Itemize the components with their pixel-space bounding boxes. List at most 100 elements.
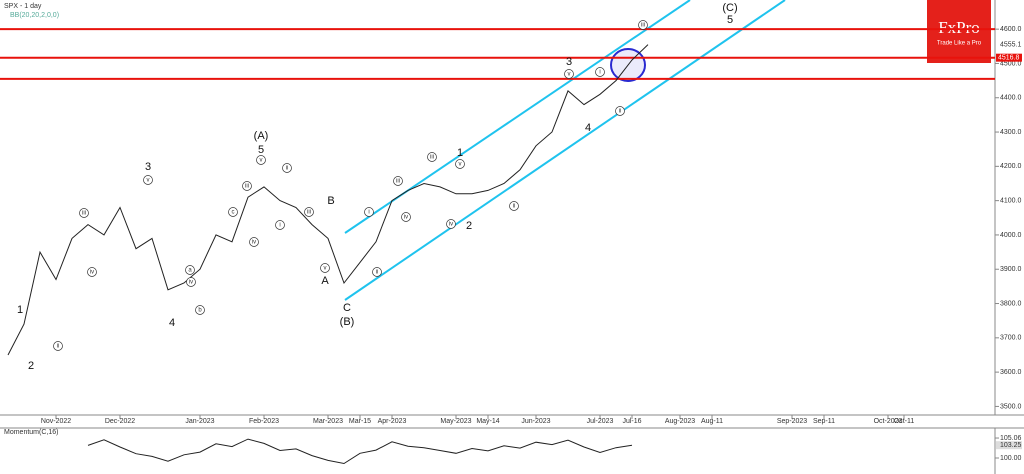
- wave-label: v: [459, 162, 462, 168]
- wave-circle: [79, 208, 89, 218]
- wave-circle: [320, 263, 330, 273]
- wave-label: 2: [28, 360, 34, 372]
- x-tick-label: Sep-11: [813, 418, 835, 425]
- y-tick-label: 3900.0: [1000, 266, 1022, 273]
- wave-label: iv: [404, 215, 408, 221]
- y-tick-label: 4400.0: [1000, 95, 1022, 102]
- y-tick-label: 4500.0: [1000, 60, 1022, 67]
- wave-label: i: [279, 223, 280, 229]
- price-line: [7, 44, 649, 356]
- wave-label: 1: [457, 147, 463, 159]
- x-tick-label: Sep-2023: [777, 418, 807, 425]
- wave-circle: [615, 106, 625, 116]
- y-tick-label: 4000.0: [1000, 232, 1022, 239]
- last-value-box: [996, 441, 1022, 450]
- wave-label: 1: [17, 304, 23, 316]
- wave-circle: [87, 267, 97, 277]
- wave-label: 2: [466, 220, 472, 232]
- wave-label: v: [324, 266, 327, 272]
- y-tick-label: 4100.0: [1000, 197, 1022, 204]
- y-tick-label: 3800.0: [1000, 300, 1022, 307]
- x-tick-label: Mar-2023: [313, 418, 343, 425]
- y-tick-label: 4200.0: [1000, 163, 1022, 170]
- channel-line: [344, 0, 786, 301]
- wave-circle: [372, 267, 382, 277]
- chart-title: SPX - 1 day: [4, 3, 42, 10]
- wave-label: v: [260, 158, 263, 164]
- wave-circle: [186, 277, 196, 287]
- wave-label: iv: [189, 280, 193, 286]
- wave-label: v: [147, 178, 150, 184]
- y-tick-label: 3600.0: [1000, 369, 1022, 376]
- wave-label: iv: [90, 270, 94, 276]
- wave-label: ii: [57, 344, 60, 350]
- x-tick-label: Oct-11: [894, 418, 915, 425]
- wave-circle: [304, 207, 314, 217]
- wave-circle: [427, 152, 437, 162]
- y-tick-label: 100.00: [1000, 455, 1022, 462]
- x-tick-label: Jun-2023: [521, 418, 550, 425]
- wave-label: ii: [619, 109, 622, 115]
- x-tick-label: Mar-15: [349, 418, 371, 425]
- y-tick-label: 4300.0: [1000, 129, 1022, 136]
- y-tick-label: 4600.0: [1000, 26, 1022, 33]
- wave-label: A: [321, 275, 329, 287]
- x-tick-label: Jul-2023: [587, 418, 614, 425]
- wave-circle: [249, 237, 259, 247]
- wave-label: iii: [82, 211, 86, 217]
- wave-label: iii: [396, 179, 400, 185]
- x-tick-label: Apr-2023: [378, 418, 407, 425]
- x-tick-label: Feb-2023: [249, 418, 279, 425]
- wave-circle: [242, 181, 252, 191]
- x-tick-label: May-14: [476, 418, 499, 425]
- wave-circle: [185, 265, 195, 275]
- y-tick-label: 3700.0: [1000, 335, 1022, 342]
- wave-label: i: [599, 70, 600, 76]
- chart-subtitle: BB(20,20,2,0,0): [10, 12, 59, 19]
- logo-tagline: Trade Like a Pro: [937, 41, 982, 47]
- logo-name: FxPro: [938, 18, 980, 37]
- wave-circle: [195, 305, 205, 315]
- wave-label: iv: [252, 240, 256, 246]
- x-tick-label: Nov-2022: [41, 418, 71, 425]
- wave-label: c: [232, 210, 235, 216]
- wave-label: 4: [169, 317, 175, 329]
- wave-circle: [53, 341, 63, 351]
- wave-circle: [256, 155, 266, 165]
- wave-label: (A): [254, 130, 269, 142]
- wave-circle: [228, 207, 238, 217]
- wave-label: b: [198, 308, 202, 314]
- x-tick-label: May-2023: [440, 418, 471, 425]
- wave-label: i: [368, 210, 369, 216]
- wave-label: iv: [449, 222, 453, 228]
- wave-circle: [638, 20, 648, 30]
- wave-label: ii: [513, 204, 516, 210]
- level-label-box: [996, 53, 1022, 62]
- wave-circle: [455, 159, 465, 169]
- y-tick-label: 105.06: [1000, 435, 1022, 442]
- price-line: [87, 438, 633, 465]
- wave-label: 3: [566, 56, 572, 68]
- x-tick-label: Jan-2023: [185, 418, 214, 425]
- last-value-label: 4555.1: [1000, 41, 1022, 48]
- wave-circle: [446, 219, 456, 229]
- wave-label: B: [327, 195, 334, 207]
- wave-label: (B): [340, 316, 355, 328]
- wave-label: iii: [245, 184, 249, 190]
- wave-label: iii: [430, 155, 434, 161]
- x-tick-label: Jul-16: [622, 418, 641, 425]
- wave-label: ii: [286, 166, 289, 172]
- wave-circle: [143, 175, 153, 185]
- wave-circle: [275, 220, 285, 230]
- x-tick-label: Dec-2022: [105, 418, 135, 425]
- wave-label: 5: [258, 144, 264, 156]
- wave-circle: [393, 176, 403, 186]
- wave-circle: [509, 201, 519, 211]
- x-tick-label: Oct-2023: [874, 418, 903, 425]
- wave-circle: [364, 207, 374, 217]
- logo-box: [927, 0, 991, 63]
- wave-label: 4: [585, 122, 591, 134]
- x-tick-label: Aug-2023: [665, 418, 695, 425]
